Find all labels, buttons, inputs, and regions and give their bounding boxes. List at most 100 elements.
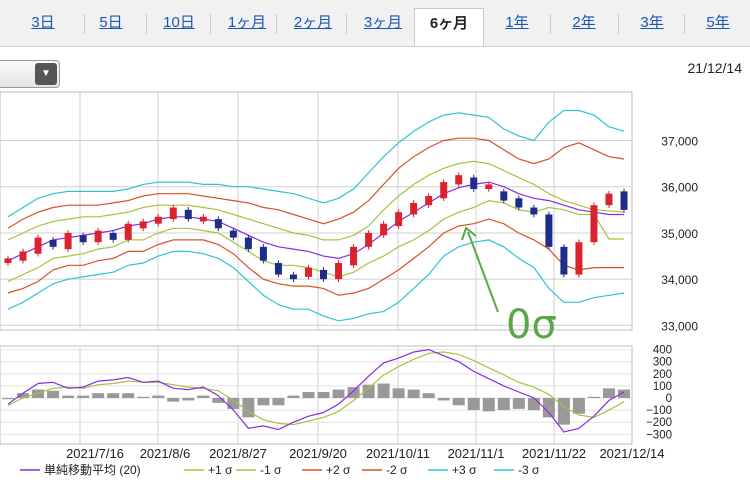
tab-separator <box>684 14 685 34</box>
x-axis-label: 2021/7/16 <box>66 446 124 461</box>
x-axis-label: 2021/8/6 <box>140 446 191 461</box>
macd-histogram-bar <box>602 388 615 399</box>
candle-body <box>590 205 598 243</box>
candle-body <box>455 175 463 185</box>
macd-histogram-bar <box>377 383 390 399</box>
main-y-tick-label: 37,000 <box>661 135 698 149</box>
tab-7[interactable]: 1年 <box>505 14 529 31</box>
candle-body <box>440 182 448 199</box>
macd-histogram-bar <box>557 398 570 425</box>
macd-histogram-bar <box>332 389 345 399</box>
lower-2sigma-line <box>7 218 624 296</box>
candle-body <box>515 198 523 208</box>
macd-y-tick-label: −200 <box>646 417 672 429</box>
macd-y-tick-label: −300 <box>646 429 672 441</box>
tab-separator <box>550 14 551 34</box>
sma20-line <box>7 181 624 262</box>
tab-4[interactable]: 2ヶ月 <box>293 14 333 31</box>
upper-1sigma-line <box>7 160 625 241</box>
candle-body <box>470 177 478 190</box>
tab-8[interactable]: 2年 <box>572 14 596 31</box>
macd-histogram-bar <box>317 391 330 399</box>
tab-6[interactable]: 6ヶ月 <box>414 8 484 46</box>
macd-histogram-bar <box>587 396 600 399</box>
tab-separator <box>346 14 347 34</box>
macd-histogram-bar <box>47 390 60 399</box>
macd-y-tick-label: −100 <box>646 405 672 417</box>
legend-label: -3 σ <box>518 463 540 477</box>
legend-label: +3 σ <box>452 463 477 477</box>
date-label: 21/12/14 <box>687 60 743 76</box>
tab-2[interactable]: 10日 <box>163 14 195 31</box>
period-tab-bar: 3日 5日 10日 1ヶ月 2ヶ月 3ヶ月 6ヶ月 1年 2年 3年 5年 <box>0 0 750 47</box>
main-y-tick-label: 36,000 <box>661 181 698 195</box>
indicator-dropdown[interactable]: ▼ <box>0 60 60 88</box>
candle-body <box>545 214 553 247</box>
macd-y-tick-label: 0 <box>666 393 672 405</box>
candle-body <box>49 239 57 247</box>
candle-body <box>365 232 373 247</box>
macd-y-tick-label: 400 <box>653 345 672 357</box>
macd-histogram-bar <box>302 391 315 399</box>
legend-label: -2 σ <box>386 463 408 477</box>
candle-body <box>34 237 42 254</box>
tab-separator <box>618 14 619 34</box>
macd-histogram-bar <box>77 395 90 399</box>
annotation-arrowhead <box>461 226 477 241</box>
macd-y-tick-label: 200 <box>653 369 672 381</box>
candle-body <box>425 195 433 206</box>
candle-body <box>500 191 508 201</box>
x-axis-label: 2021/9/20 <box>289 446 347 461</box>
macd-histogram-bar <box>212 398 225 403</box>
macd-histogram-bar <box>497 398 510 411</box>
macd-histogram-bar <box>512 398 525 409</box>
macd-histogram-bar <box>92 393 105 399</box>
tab-10[interactable]: 5年 <box>706 14 730 31</box>
macd-histogram-bar <box>618 389 630 399</box>
x-axis-label: 2021/11/22 <box>522 446 586 461</box>
candle-body <box>410 202 418 215</box>
tab-5[interactable]: 3ヶ月 <box>363 14 403 31</box>
candle-body <box>154 216 162 224</box>
candle-body <box>380 223 388 236</box>
macd-histogram-bar <box>437 398 450 401</box>
candle-body <box>395 212 403 227</box>
macd-histogram-bar <box>527 398 540 411</box>
upper-2sigma-line <box>7 137 625 229</box>
candle-body <box>560 246 568 275</box>
candle-body <box>184 209 192 220</box>
macd-histogram-bar <box>482 398 495 412</box>
macd-histogram-bar <box>197 395 210 399</box>
tab-separator <box>84 14 85 34</box>
candle-body <box>605 193 613 206</box>
x-axis-label: 2021/12/14 <box>599 446 664 461</box>
lower-3sigma-line <box>7 239 625 322</box>
candle-body <box>199 216 207 222</box>
macd-histogram-bar <box>182 398 195 401</box>
tab-1[interactable]: 5日 <box>99 14 123 31</box>
x-axis-label: 2021/8/27 <box>209 446 267 461</box>
lower-1sigma-line <box>7 199 624 283</box>
macd-histogram-bar <box>62 395 75 399</box>
tab-0[interactable]: 3日 <box>31 14 55 31</box>
main-y-tick-label: 33,000 <box>661 319 698 333</box>
candle-body <box>124 223 132 240</box>
macd-histogram-bar <box>572 398 585 414</box>
main-y-tick-label: 34,000 <box>661 273 698 287</box>
macd-histogram-bar <box>257 398 270 406</box>
macd-line <box>7 348 625 433</box>
macd-histogram-bar <box>122 393 135 399</box>
x-axis-label: 2021/10/11 <box>366 446 430 461</box>
chevron-down-icon[interactable]: ▼ <box>35 63 57 85</box>
candle-body <box>4 258 12 263</box>
candle-body <box>244 237 252 250</box>
macd-histogram-bar <box>272 398 285 406</box>
tab-3[interactable]: 1ヶ月 <box>227 14 267 31</box>
candle-body <box>304 267 312 277</box>
tab-9[interactable]: 3年 <box>640 14 664 31</box>
main-y-tick-label: 35,000 <box>661 227 698 241</box>
macd-histogram-bar <box>287 395 300 399</box>
annotation-label: 0σ <box>506 302 557 348</box>
candle-body <box>79 235 87 243</box>
